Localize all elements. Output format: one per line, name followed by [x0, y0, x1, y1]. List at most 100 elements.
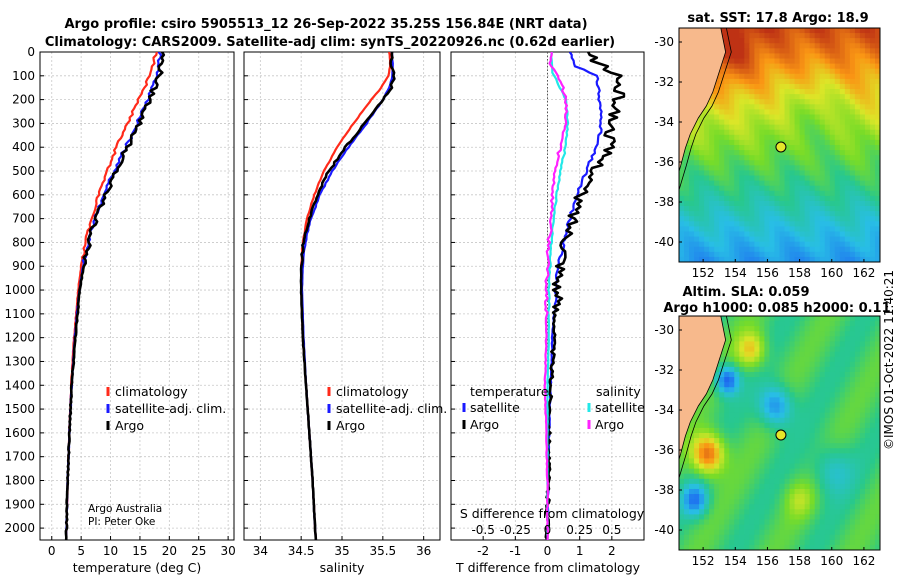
map-cell — [869, 99, 876, 105]
map-cell — [834, 382, 841, 388]
map-cell — [839, 216, 846, 222]
map-cell — [734, 185, 740, 192]
map-cell — [729, 392, 735, 398]
map-cell — [739, 463, 745, 470]
map-cell — [709, 200, 715, 207]
map-cell — [724, 221, 730, 227]
map-cell — [744, 326, 750, 332]
map-cell — [754, 509, 761, 515]
map-cell — [804, 544, 811, 550]
map-cell — [834, 180, 841, 187]
map-cell — [824, 351, 831, 358]
map-cell — [824, 504, 831, 510]
map-cell — [814, 33, 821, 39]
map-cell — [804, 504, 811, 510]
map-cell — [774, 534, 781, 541]
map-cell — [749, 99, 755, 105]
map-cell — [719, 94, 725, 100]
map-cell — [744, 361, 750, 368]
map-cell — [774, 341, 781, 348]
map-cell — [709, 216, 715, 222]
map-cell — [794, 33, 801, 39]
map-cell — [759, 351, 766, 358]
map-cell — [829, 371, 836, 378]
map-cell — [729, 206, 735, 212]
map-cell — [824, 539, 831, 546]
map-cell — [774, 246, 781, 253]
map-cell — [814, 180, 821, 187]
map-cell — [759, 145, 766, 151]
map-cell — [744, 89, 750, 95]
map-cell — [809, 326, 816, 332]
map-cell — [854, 211, 861, 217]
map-cell — [764, 321, 771, 327]
map-cell — [824, 83, 831, 90]
map-cell — [839, 453, 846, 460]
map-cell — [759, 129, 766, 136]
map-cell — [854, 165, 861, 172]
map-cell — [779, 246, 786, 253]
map-cell — [864, 68, 871, 75]
map-cell — [784, 53, 791, 60]
map-cell — [734, 231, 740, 238]
map-cell — [794, 145, 801, 151]
map-cell — [799, 427, 806, 434]
map-cell — [834, 483, 841, 490]
map-cell — [784, 458, 791, 465]
map-cell — [874, 494, 880, 500]
map-cell — [869, 236, 876, 243]
map-cell — [764, 175, 771, 182]
map-cell — [824, 361, 831, 368]
map-cell — [774, 316, 781, 322]
map-cell — [749, 438, 755, 444]
map-cell — [769, 114, 776, 121]
map-cell — [779, 241, 786, 248]
map-cell — [824, 256, 831, 262]
map-cell — [794, 89, 801, 95]
map-cell — [874, 377, 880, 383]
map-cell — [729, 468, 735, 475]
map-cell — [754, 134, 761, 141]
map-cell — [734, 377, 740, 383]
map-cell — [869, 443, 876, 449]
map-cell — [834, 109, 841, 116]
map-cell — [854, 392, 861, 398]
map-cell — [854, 412, 861, 419]
map-cell — [849, 316, 856, 322]
map-cell — [829, 519, 836, 526]
map-cell — [844, 200, 851, 207]
map-cell — [774, 236, 781, 243]
map-cell — [729, 539, 735, 546]
map-cell — [834, 139, 841, 146]
map-cell — [834, 407, 841, 414]
map-cell — [724, 382, 730, 388]
map-cell — [799, 438, 806, 444]
map-cell — [809, 99, 816, 105]
map-cell — [819, 539, 826, 546]
xtick-label: 10 — [103, 544, 118, 558]
map-cell — [769, 221, 776, 227]
map-cell — [839, 206, 846, 212]
map-cell — [849, 124, 856, 131]
map-cell — [754, 185, 761, 192]
map-cell — [769, 195, 776, 202]
map-cell — [874, 236, 880, 243]
map-cell — [874, 458, 880, 465]
map-cell — [754, 33, 761, 39]
map-cell — [744, 33, 750, 39]
map-cell — [784, 438, 791, 444]
map-cell — [834, 53, 841, 60]
map-cell — [744, 185, 750, 192]
map-cell — [829, 226, 836, 233]
map-cell — [809, 448, 816, 454]
map-cell — [849, 519, 856, 526]
map-cell — [779, 114, 786, 121]
map-xtick-label: 160 — [820, 266, 843, 280]
map-cell — [704, 524, 710, 531]
map-cell — [724, 371, 730, 378]
map-cell — [749, 236, 755, 243]
map-cell — [809, 160, 816, 166]
map-cell — [854, 236, 861, 243]
map-cell — [869, 216, 876, 222]
map-cell — [734, 499, 740, 505]
